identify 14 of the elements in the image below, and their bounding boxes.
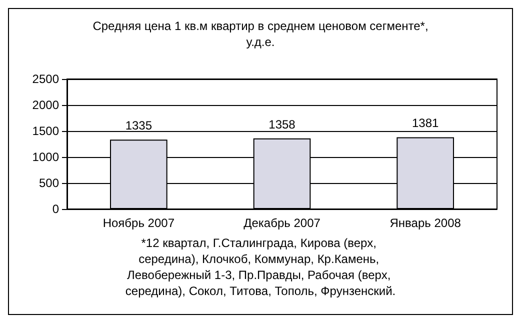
x-tick-label: Декабрь 2007 <box>244 216 321 230</box>
y-tick-label: 2500 <box>32 72 60 86</box>
data-label: 1381 <box>412 116 440 130</box>
x-tick-label: Ноябрь 2007 <box>102 216 175 230</box>
data-label: 1358 <box>268 117 296 132</box>
text: *12 квартал, Г.Сталинграда, Кирова (верх, середина), Клочкоб, Коммунар, Кр.Камень, Левобережный 1-3, Пр.Правды, Рабочая (верх, середина), Сокол, Титова, Тополь, Фрунзенский. <box>125 236 396 298</box>
y-tick-label: 0 <box>52 202 60 216</box>
y-tick-label: 1500 <box>32 124 60 138</box>
chart-title: Средняя цена 1 кв.м квартир в среднем ценовом сегменте*, у.д.е. <box>92 19 428 49</box>
x-tick-label: Январь 2008 <box>390 216 462 230</box>
data-label: 1335 <box>125 118 152 133</box>
y-tick-label: 500 <box>38 176 60 190</box>
y-tick-label: 2000 <box>32 98 60 112</box>
y-tick-label: 1000 <box>32 150 60 164</box>
